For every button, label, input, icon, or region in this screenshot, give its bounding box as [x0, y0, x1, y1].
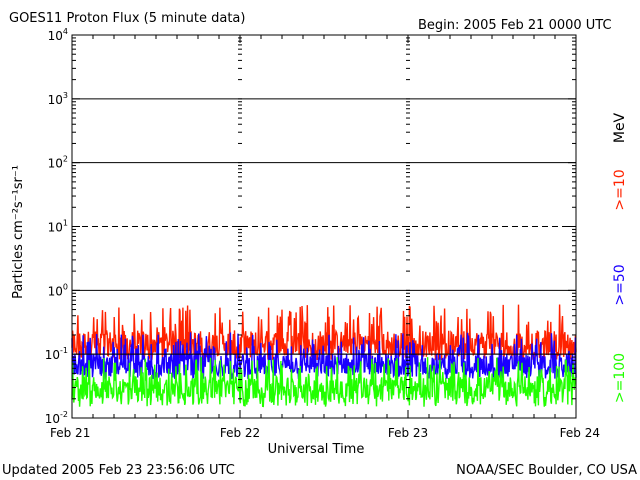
y-axis-label: Particles cm⁻²s⁻¹sr⁻¹	[11, 165, 26, 299]
series-line-0	[71, 304, 577, 361]
gridlines	[72, 98, 576, 355]
x-tick-label: Feb 22	[220, 426, 260, 440]
updated-time: Updated 2005 Feb 23 23:56:06 UTC	[2, 463, 235, 478]
y-tick-label-4: 104	[48, 27, 68, 43]
begin-time: Begin: 2005 Feb 21 0000 UTC	[418, 18, 612, 33]
y-tick-label--2: 10-2	[45, 410, 68, 426]
y-axis-label-text: Particles cm⁻²s⁻¹sr⁻¹	[11, 165, 26, 299]
y-tick-label--1: 10-1	[45, 346, 68, 362]
series-line-2	[71, 357, 577, 408]
legend-unit: MeV	[612, 112, 628, 143]
legend-ge50: >=50	[612, 264, 628, 305]
y-tick-label-1: 101	[48, 219, 68, 235]
y-tick-label-2: 102	[48, 155, 68, 171]
chart-title: GOES11 Proton Flux (5 minute data)	[9, 11, 245, 26]
credit: NOAA/SEC Boulder, CO USA	[456, 463, 637, 478]
x-tick-label: Feb 21	[50, 426, 90, 440]
legend-ge100: >=100	[612, 353, 628, 403]
x-axis-label: Universal Time	[268, 442, 365, 457]
y-tick-label-3: 103	[48, 91, 68, 107]
x-tick-label: Feb 23	[388, 426, 428, 440]
series-layer	[71, 304, 577, 408]
x-tick-label: Feb 24	[560, 426, 600, 440]
legend-ge10: >=10	[612, 169, 628, 210]
legend: MeV >=10 >=50 >=100	[612, 112, 628, 403]
y-tick-label-0: 100	[48, 282, 68, 298]
